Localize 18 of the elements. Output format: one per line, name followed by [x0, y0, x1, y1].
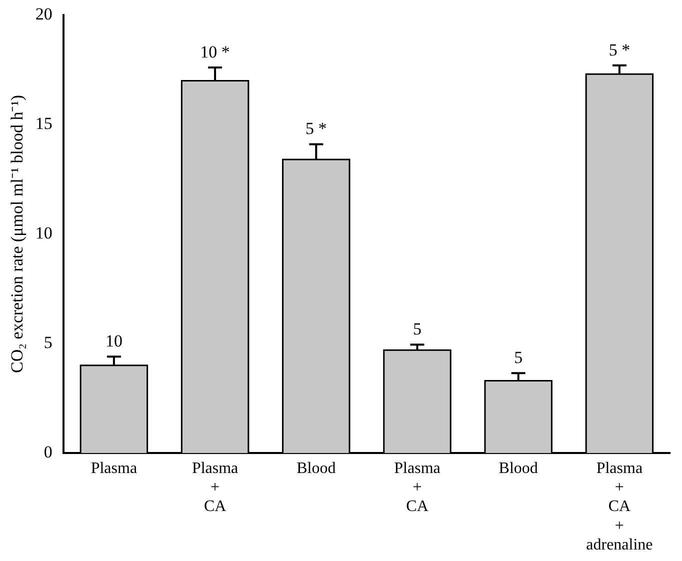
- y-tick-label: 20: [35, 4, 52, 24]
- y-tick-label: 10: [35, 223, 52, 242]
- annotation: 10: [105, 332, 122, 351]
- x-tick-label: Blood: [296, 460, 336, 477]
- x-tick-label: Plasma: [90, 460, 138, 477]
- annotation: 5 *: [306, 119, 327, 138]
- x-tick-label: Plasma + CA: [192, 460, 238, 516]
- y-tick-label: 0: [44, 442, 52, 462]
- annotation: 5: [413, 320, 422, 339]
- y-axis-title: CO₂ excretion rate (μmol ml⁻¹ blood h⁻¹): [8, 94, 27, 374]
- x-tick-label: Plasma + CA + adrenaline: [586, 460, 653, 554]
- annotation: 10 *: [200, 42, 230, 62]
- x-tick-label: Blood: [498, 460, 538, 477]
- y-tick-label: 5: [44, 332, 52, 352]
- annotation: 5: [514, 348, 523, 368]
- y-tick-label: 15: [35, 114, 52, 133]
- x-tick-label: Plasma + CA: [394, 460, 440, 516]
- annotation: 5 *: [608, 40, 630, 60]
